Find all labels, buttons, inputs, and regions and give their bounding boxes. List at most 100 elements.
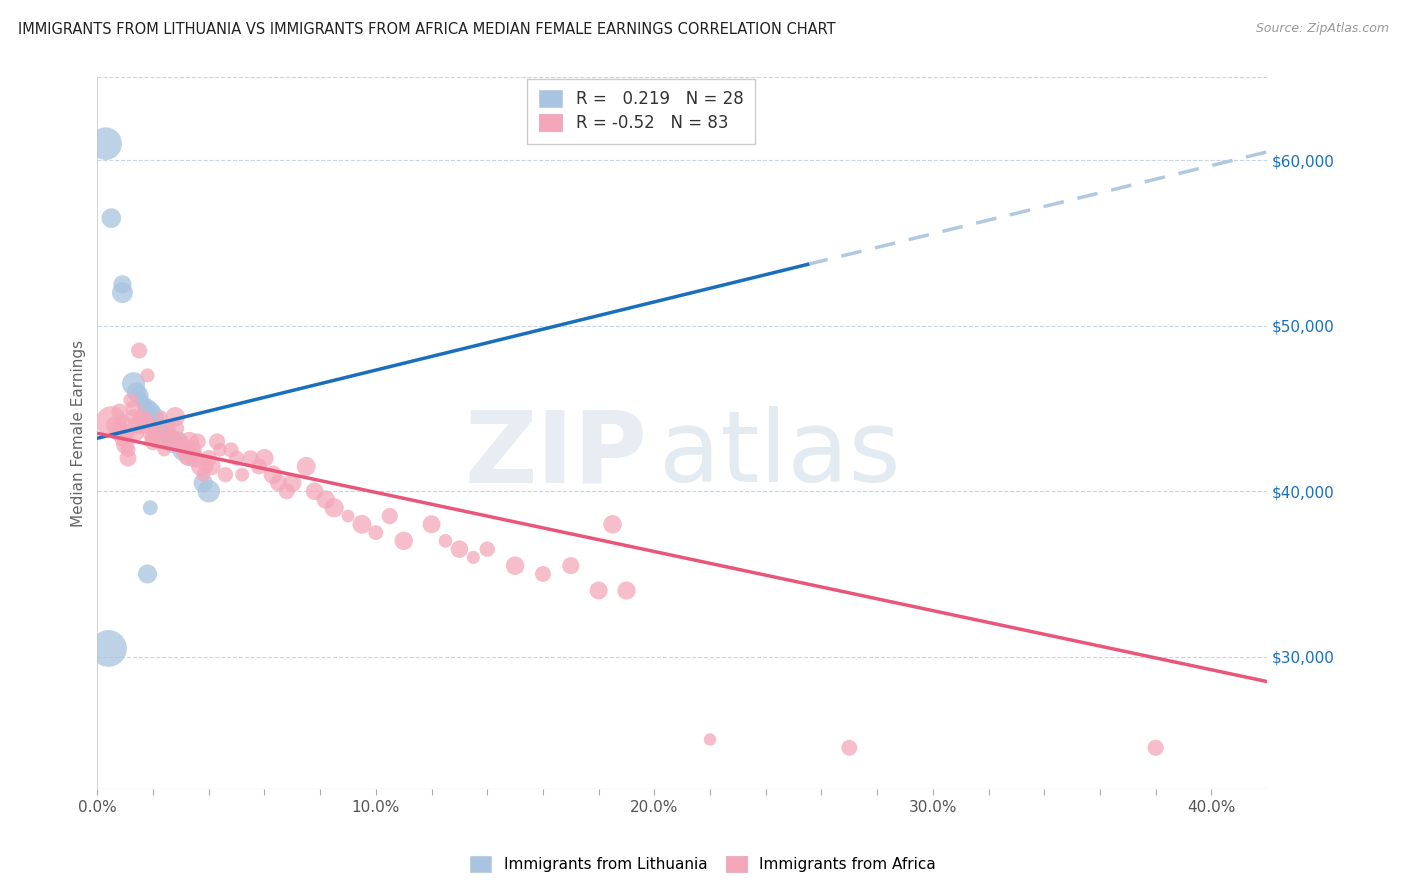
Point [153,442,176,457]
Point [97,641,120,656]
Point [150,409,173,424]
Point [165,431,187,445]
Point [128,417,150,432]
Point [156,428,179,442]
Point [560,558,582,573]
Point [392,533,415,548]
Point [108,421,131,435]
Text: IMMIGRANTS FROM LITHUANIA VS IMMIGRANTS FROM AFRICA MEDIAN FEMALE EARNINGS CORRE: IMMIGRANTS FROM LITHUANIA VS IMMIGRANTS … [18,22,837,37]
Point [225,451,247,466]
Point [239,451,262,466]
Point [219,442,242,457]
Point [463,550,485,565]
Point [208,442,231,457]
Point [588,583,610,598]
Point [117,442,139,457]
Point [267,475,290,490]
Text: ZIP: ZIP [464,406,647,503]
Point [134,415,156,429]
Point [145,413,167,427]
Point [1144,740,1167,755]
Point [145,426,167,441]
Point [136,566,159,581]
Point [602,517,624,532]
Point [200,459,222,474]
Point [128,388,150,402]
Point [477,542,499,557]
Point [449,542,471,557]
Point [159,431,181,445]
Legend: Immigrants from Lithuania, Immigrants from Africa: Immigrants from Lithuania, Immigrants fr… [463,848,943,880]
Point [214,467,236,482]
Point [197,484,219,499]
Point [531,566,554,581]
Point [699,732,721,747]
Point [117,451,139,466]
Point [159,431,181,445]
Point [167,434,190,449]
Point [139,426,162,441]
Point [281,475,304,490]
Point [253,451,276,466]
Point [315,492,337,507]
Point [125,417,148,432]
Point [838,740,860,755]
Point [323,500,346,515]
Point [142,434,165,449]
Point [420,517,443,532]
Point [434,533,457,548]
Point [197,451,219,466]
Point [616,583,638,598]
Point [173,442,195,457]
Point [136,401,159,416]
Legend: R =   0.219   N = 28, R = -0.52   N = 83: R = 0.219 N = 28, R = -0.52 N = 83 [527,78,755,145]
Point [173,442,195,457]
Point [162,434,184,449]
Point [136,368,159,383]
Point [105,426,128,441]
Point [167,438,190,452]
Point [193,467,215,482]
Point [165,421,187,435]
Point [125,426,148,441]
Point [364,525,387,540]
Point [125,384,148,399]
Point [247,459,270,474]
Point [503,558,526,573]
Point [136,417,159,432]
Point [114,426,136,441]
Text: atlas: atlas [659,406,900,503]
Point [122,401,145,416]
Point [103,417,125,432]
Point [139,405,162,419]
Point [131,409,153,424]
Point [337,509,360,524]
Point [108,405,131,419]
Point [150,421,173,435]
Point [148,417,170,432]
Point [170,434,193,449]
Point [120,393,142,408]
Point [114,438,136,452]
Point [295,459,318,474]
Point [111,431,134,445]
Point [111,415,134,429]
Point [176,451,198,466]
Point [142,409,165,424]
Point [156,421,179,435]
Point [187,434,209,449]
Point [231,467,253,482]
Point [142,431,165,445]
Point [165,409,187,424]
Point [94,136,117,151]
Point [100,415,122,429]
Point [194,459,217,474]
Point [181,442,204,457]
Point [111,285,134,300]
Point [179,434,201,449]
Text: Source: ZipAtlas.com: Source: ZipAtlas.com [1256,22,1389,36]
Point [378,509,401,524]
Point [122,409,145,424]
Point [111,277,134,292]
Y-axis label: Median Female Earnings: Median Female Earnings [72,340,86,527]
